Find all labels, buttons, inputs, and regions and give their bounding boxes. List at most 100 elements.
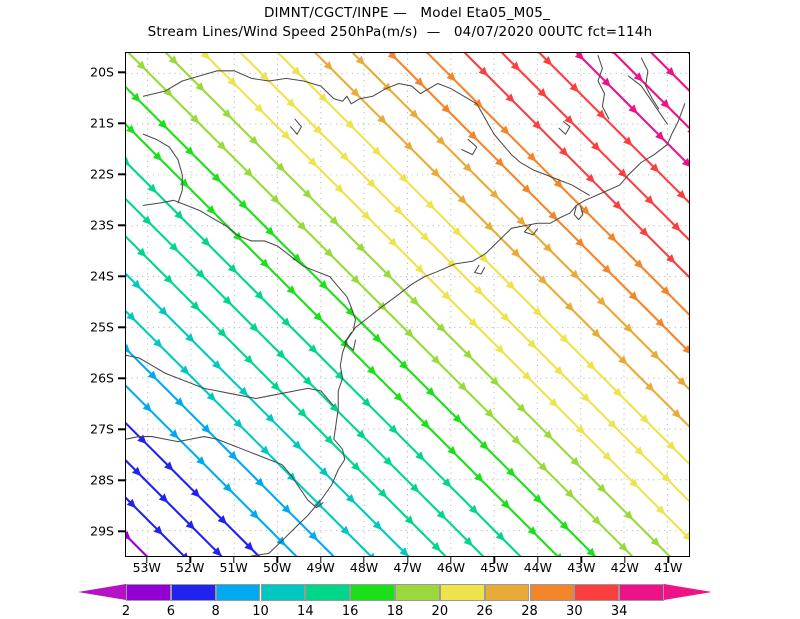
streamline-arrow xyxy=(371,146,382,156)
streamline-arrow xyxy=(398,173,408,183)
streamline-arrow xyxy=(682,344,689,354)
streamline-arrow xyxy=(174,397,184,407)
streamline-arrow xyxy=(554,366,564,376)
streamline-arrow xyxy=(633,72,644,82)
streamline-arrow xyxy=(489,376,500,386)
streamline-arrow xyxy=(633,259,644,269)
streamline-arrow xyxy=(564,488,575,499)
latitude-tick-mark xyxy=(118,479,125,482)
streamline-arrow xyxy=(345,119,355,130)
streamline-arrow xyxy=(457,194,467,205)
latitude-tick-label: 29S xyxy=(90,523,114,539)
colorbar-tick-label: 26 xyxy=(476,604,493,619)
streamline-arrow xyxy=(687,130,689,133)
longitude-tick-mark xyxy=(493,557,496,563)
streamline-arrow xyxy=(629,478,639,488)
latitude-tick-label: 25S xyxy=(90,319,114,335)
streamline-arrow xyxy=(196,456,206,466)
streamline-arrow xyxy=(543,430,553,440)
streamline-arrow xyxy=(425,387,436,397)
latitude-tick-mark xyxy=(118,122,125,125)
coastline-path xyxy=(558,121,571,135)
streamline-arrow xyxy=(206,392,216,402)
streamline-arrow xyxy=(291,66,301,76)
longitude-tick-mark xyxy=(146,557,148,563)
streamline-arrow xyxy=(538,462,548,472)
latitude-tick-label: 28S xyxy=(90,472,114,488)
streamline-arrow xyxy=(265,413,275,423)
streamline-arrow xyxy=(169,429,179,439)
streamline-arrow xyxy=(623,136,633,146)
streamline-arrow xyxy=(510,61,521,71)
longitude-tick-label: 43W xyxy=(567,560,596,575)
streamline-arrow xyxy=(366,365,377,376)
streamline-arrow xyxy=(158,493,169,503)
streamline xyxy=(239,53,689,503)
streamline xyxy=(126,285,427,556)
longitude-tick-mark xyxy=(276,557,278,563)
streamline-arrow xyxy=(248,135,259,146)
streamline-arrow xyxy=(435,136,446,146)
longitude-tick-label: 41W xyxy=(654,560,683,575)
streamline-arrow xyxy=(655,505,666,515)
colorbar-tick-label: 30 xyxy=(566,604,583,619)
colorbar-tick-label: 10 xyxy=(252,604,269,619)
latitude-tick-mark xyxy=(118,377,125,380)
latitude-tick-mark xyxy=(118,326,125,329)
streamline-arrow xyxy=(543,243,553,253)
streamline-arrow xyxy=(313,312,323,322)
streamline-arrow xyxy=(602,264,612,274)
streamline-arrow xyxy=(558,147,569,157)
streamline-arrow xyxy=(591,328,601,339)
streamline-arrow xyxy=(474,472,484,483)
streamline-arrow xyxy=(473,285,484,296)
streamline-arrow xyxy=(489,189,499,199)
streamline-arrow xyxy=(425,200,435,210)
streamline-arrow xyxy=(356,429,366,440)
streamline-arrow xyxy=(463,349,473,360)
streamline-arrow xyxy=(370,552,375,556)
streamline-arrow xyxy=(302,376,313,386)
streamline-arrow xyxy=(399,360,409,370)
latitude-tick-label: 27S xyxy=(90,421,114,437)
colorbar-segment xyxy=(484,584,530,601)
streamline-arrow xyxy=(623,510,634,520)
streamline-arrow xyxy=(212,547,222,556)
streamline xyxy=(126,496,186,556)
longitude-tick-label: 47W xyxy=(393,560,422,575)
streamline-arrow xyxy=(468,130,478,141)
streamline-arrow xyxy=(142,402,152,412)
streamline-arrow xyxy=(179,365,190,375)
streamline-arrow xyxy=(334,370,345,381)
streamline-arrow xyxy=(168,55,179,65)
coastline-path xyxy=(573,204,584,221)
streamline-arrow xyxy=(351,461,361,472)
streamline-arrow xyxy=(585,173,596,184)
streamline-arrow xyxy=(179,178,189,188)
streamline-arrow xyxy=(557,553,562,556)
coastline-path xyxy=(474,264,486,275)
streamline-arrow xyxy=(666,254,676,264)
streamline-arrow xyxy=(153,525,163,535)
coastline-path xyxy=(597,55,610,120)
colorbar-tick-label: 6 xyxy=(166,604,175,619)
streamline-arrow xyxy=(468,504,479,515)
streamline-arrow xyxy=(666,441,676,451)
streamline-arrow xyxy=(126,343,131,354)
colorbar-tick-label: 14 xyxy=(297,604,314,619)
streamline-arrow xyxy=(152,151,163,161)
longitude-tick-label: 49W xyxy=(306,560,335,575)
streamline-arrow xyxy=(677,377,687,387)
latitude-tick-label: 23S xyxy=(90,217,114,233)
streamline-arrow xyxy=(163,87,173,97)
map-canvas xyxy=(126,53,689,556)
latitude-tick-mark xyxy=(118,530,125,533)
streamline-arrow xyxy=(382,269,393,279)
streamline-arrow xyxy=(569,82,579,93)
latitude-tick-mark xyxy=(118,224,125,227)
streamline-arrow xyxy=(457,381,468,392)
streamline-arrow xyxy=(126,311,136,322)
streamline xyxy=(351,53,689,391)
streamline-arrow xyxy=(147,370,158,380)
colorbar-segment xyxy=(350,584,395,601)
